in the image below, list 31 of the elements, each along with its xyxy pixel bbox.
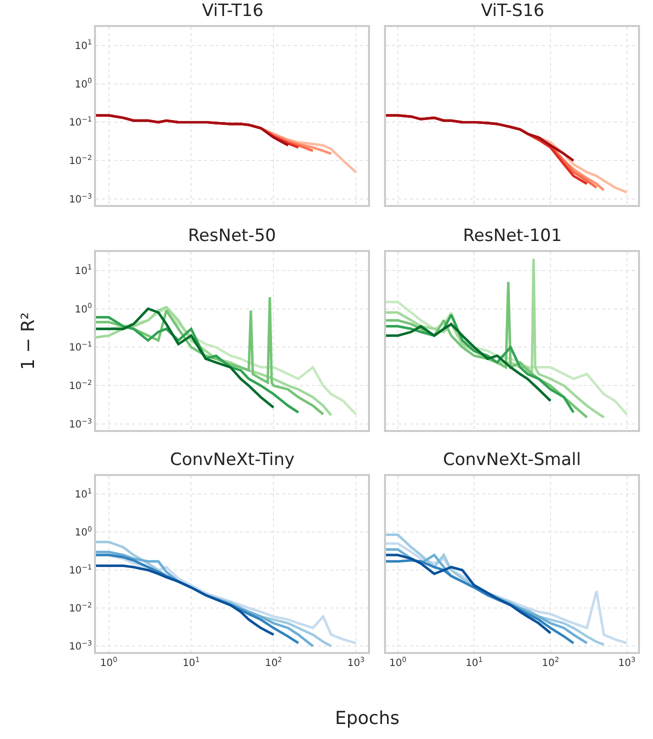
y-tick-label: 10$^{−2}$ [68,601,92,615]
y-tick-label: 10$^{−1}$ [68,340,92,354]
x-tick-label: 10$^{1}$ [466,656,483,669]
y-tick-label: 10$^{1}$ [74,38,92,52]
chart-title: ResNet-50 [188,226,276,246]
x-tick-label: 10$^{1}$ [182,656,200,669]
y-axis-title: 1 − R² [18,312,39,370]
y-tick-label: 10$^{1}$ [74,264,92,277]
y-tick-label: 10$^{−3}$ [68,639,92,653]
x-tick-label: 10$^{0}$ [389,656,406,669]
y-tick-label: 10$^{0}$ [74,525,92,539]
chart-title: ViT-T16 [202,1,264,21]
x-tick-label: 10$^{2}$ [542,656,560,669]
x-tick-label: 10$^{3}$ [347,656,365,669]
y-tick-label: 10$^{1}$ [74,487,92,501]
x-tick-label: 10$^{0}$ [100,656,118,669]
y-tick-label: 10$^{−3}$ [68,192,92,206]
y-tick-label: 10$^{−3}$ [68,417,92,431]
chart-title: ResNet-101 [463,226,562,246]
x-tick-label: 10$^{3}$ [618,656,636,669]
y-tick-label: 10$^{−1}$ [68,563,92,577]
chart-title: ViT-S16 [481,1,544,21]
y-tick-label: 10$^{−2}$ [68,154,92,168]
chart-title: ConvNeXt-Small [443,450,581,470]
y-tick-label: 10$^{0}$ [74,302,92,316]
chart-title: ConvNeXt-Tiny [170,450,295,470]
x-axis-title: Epochs [335,708,400,729]
y-tick-label: 10$^{−1}$ [68,115,92,129]
y-tick-label: 10$^{0}$ [74,77,92,90]
y-tick-label: 10$^{−2}$ [68,378,92,392]
x-tick-label: 10$^{2}$ [264,656,282,669]
